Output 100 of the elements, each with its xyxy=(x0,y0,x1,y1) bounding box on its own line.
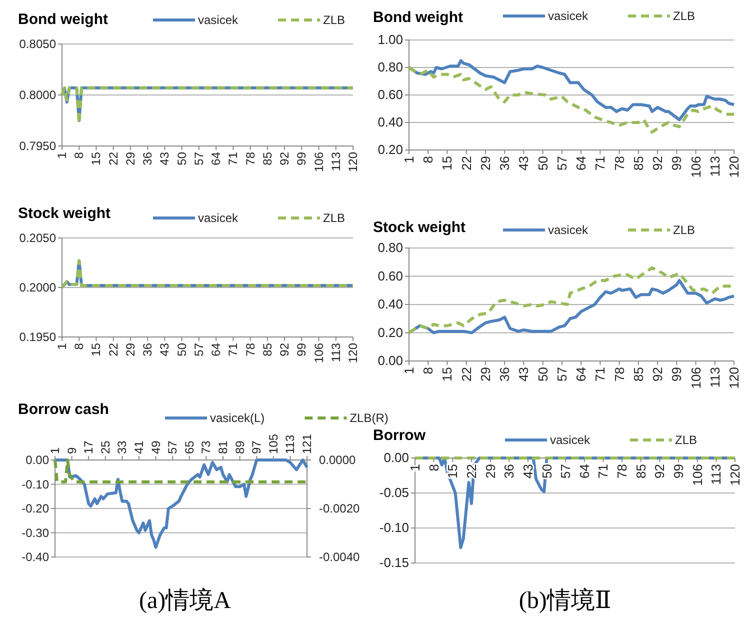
x-tick-label: 49 xyxy=(148,440,163,454)
y-tick-label: 0.80 xyxy=(378,240,403,255)
y-tick-label: 1.00 xyxy=(378,32,403,47)
x-tick-label: 71 xyxy=(596,464,611,478)
line-series xyxy=(408,66,736,134)
x-tick-label: 78 xyxy=(614,464,630,478)
x-tick-label: 43 xyxy=(158,342,172,356)
x-tick-label: 36 xyxy=(140,342,155,356)
y2-tick-label: 0.0000 xyxy=(319,453,356,467)
x-tick-label: 22 xyxy=(458,367,474,382)
x-tick-label: 15 xyxy=(89,342,104,356)
x-tick-label: 64 xyxy=(574,367,589,382)
line-series xyxy=(60,259,354,289)
x-tick-label: 105 xyxy=(266,434,280,454)
x-tick-label: 57 xyxy=(558,464,574,478)
x-tick-label: 121 xyxy=(300,434,314,454)
x-tick-label: 43 xyxy=(516,367,532,382)
x-tick-label: 89 xyxy=(232,440,247,454)
x-tick-label: 113 xyxy=(707,156,722,177)
x-tick-label: 113 xyxy=(328,342,343,362)
y2-tick-label: -0.0040 xyxy=(319,550,360,564)
x-tick-label: 15 xyxy=(440,367,455,382)
x-tick-label: 92 xyxy=(278,342,292,356)
legend-label: vasicek xyxy=(548,9,590,23)
x-tick-label: 99 xyxy=(294,342,309,356)
x-tick-label: 8 xyxy=(426,464,442,472)
x-tick-label: 85 xyxy=(630,156,646,170)
x-tick-label: 106 xyxy=(312,152,326,172)
legend-label: ZLB xyxy=(323,211,346,225)
legend-label: ZLB xyxy=(673,9,696,23)
chart-title: Bond weight xyxy=(373,9,463,26)
x-tick-label: 85 xyxy=(633,464,648,478)
x-tick-label: 57 xyxy=(192,152,206,166)
x-tick-label: 113 xyxy=(283,434,298,454)
x-tick-label: 78 xyxy=(612,367,627,382)
y-tick-label: 0.40 xyxy=(378,114,403,130)
legend-label: ZLB xyxy=(675,433,698,447)
x-tick-label: 85 xyxy=(260,152,274,166)
y-tick-label: 0.00 xyxy=(378,353,403,368)
x-tick-label: 33 xyxy=(115,440,130,454)
y-tick-label: 0.00 xyxy=(384,450,409,465)
x-tick-label: 120 xyxy=(726,367,742,389)
y-tick-label: 0.8000 xyxy=(19,88,56,102)
x-tick-label: 71 xyxy=(226,152,240,166)
x-tick-label: 64 xyxy=(209,342,224,356)
x-tick-label: 1 xyxy=(402,367,416,374)
x-tick-label: 99 xyxy=(669,367,684,382)
chart-title: Borrow xyxy=(373,427,426,444)
x-tick-label: 57 xyxy=(166,440,180,454)
x-tick-label: 8 xyxy=(420,156,436,164)
x-tick-label: 97 xyxy=(250,440,264,454)
x-tick-label: 15 xyxy=(440,156,455,170)
x-tick-label: 22 xyxy=(106,152,120,166)
x-tick-label: 25 xyxy=(98,440,112,454)
x-tick-label: 57 xyxy=(554,367,570,382)
y-tick-label: -0.40 xyxy=(22,550,50,564)
y-tick-label: -0.05 xyxy=(379,485,409,500)
x-tick-label: 120 xyxy=(726,156,742,178)
x-tick-label: 113 xyxy=(328,152,343,172)
x-tick-label: 43 xyxy=(158,152,172,166)
text: (b)情境Ⅱ xyxy=(518,587,612,614)
line-series xyxy=(408,59,736,122)
chart-title: Stock weight xyxy=(373,219,466,236)
x-tick-label: 1 xyxy=(55,342,69,350)
x-tick-label: 41 xyxy=(132,440,146,454)
y-tick-label: 0.60 xyxy=(378,268,403,284)
legend-label: vasicek xyxy=(548,223,590,237)
x-tick-label: 78 xyxy=(612,156,627,170)
y-tick-label: 0.2000 xyxy=(19,280,56,294)
y-tick-label: -0.15 xyxy=(379,555,409,570)
y2-tick-label: -0.0020 xyxy=(319,502,360,516)
x-tick-label: 17 xyxy=(82,440,96,454)
x-tick-label: 22 xyxy=(458,156,474,170)
legend-label: vasicek xyxy=(198,13,240,27)
x-tick-label: 8 xyxy=(72,152,86,159)
x-tick-label: 64 xyxy=(576,464,592,478)
x-tick-label: 43 xyxy=(520,464,536,478)
x-tick-label: 36 xyxy=(497,156,512,170)
x-tick-label: 22 xyxy=(106,342,120,356)
x-tick-label: 99 xyxy=(669,156,684,170)
x-tick-label: 1 xyxy=(402,156,416,164)
x-tick-label: 92 xyxy=(652,464,668,478)
x-tick-label: 43 xyxy=(516,156,532,170)
y-tick-label: 0.20 xyxy=(378,324,403,340)
x-tick-label: 50 xyxy=(174,342,189,356)
x-tick-label: 9 xyxy=(64,447,79,454)
x-tick-label: 120 xyxy=(728,464,742,486)
x-tick-label: 85 xyxy=(630,367,646,382)
x-tick-label: 92 xyxy=(650,156,666,170)
y-tick-label: 0.1950 xyxy=(19,330,56,344)
x-tick-label: 85 xyxy=(260,342,274,356)
x-tick-label: 57 xyxy=(192,342,206,356)
x-tick-label: 81 xyxy=(216,440,230,454)
x-tick-label: 1 xyxy=(408,464,422,472)
x-tick-label: 78 xyxy=(243,342,258,356)
x-tick-label: 50 xyxy=(174,152,189,166)
x-tick-label: 15 xyxy=(445,464,460,478)
x-tick-label: 29 xyxy=(123,152,138,166)
y-tick-label: 0.80 xyxy=(378,60,403,74)
x-tick-label: 36 xyxy=(502,464,517,478)
